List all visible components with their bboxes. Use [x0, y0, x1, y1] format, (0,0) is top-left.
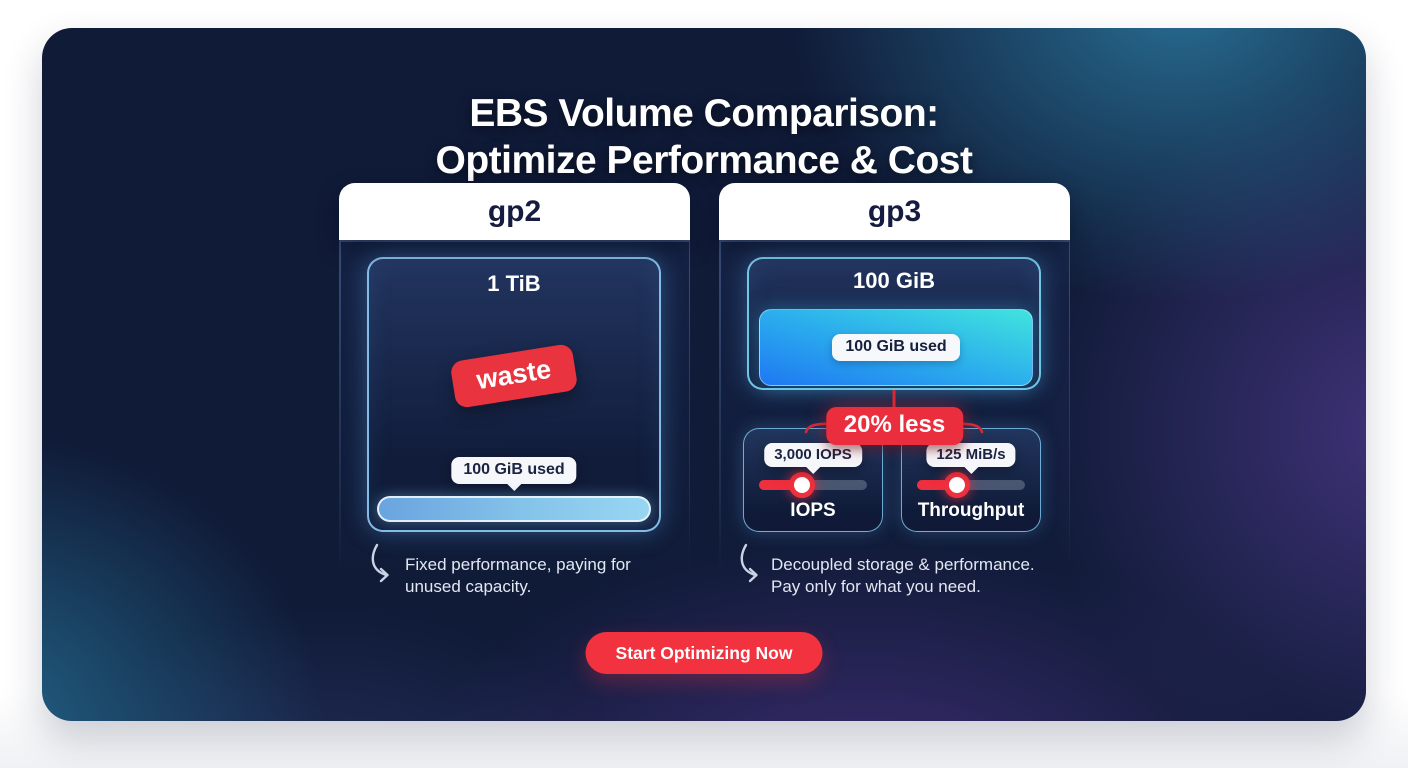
- gp3-capacity-label: 100 GiB: [853, 268, 935, 293]
- page-title: EBS Volume Comparison: Optimize Performa…: [42, 90, 1366, 184]
- gp3-header-label: gp3: [867, 194, 922, 228]
- iops-panel: 3,000 IOPS IOPS: [743, 428, 883, 532]
- gp2-card-body: 1 TiB waste 100 GiB used Fixed performan…: [339, 240, 690, 596]
- waste-badge: waste: [449, 343, 579, 409]
- gp3-card: gp3 100 GiB 100 GiB used 20% less 3,000 …: [719, 183, 1070, 596]
- throughput-slider-fill: [917, 480, 957, 490]
- savings-badge: 20% less: [825, 407, 964, 445]
- gp2-volume-box: 1 TiB waste 100 GiB used: [367, 257, 661, 532]
- gp2-note-line-1: Fixed performance, paying for: [405, 555, 631, 574]
- gp3-note-line-2: Pay only for what you need.: [771, 577, 981, 596]
- gp2-usage-bar: [377, 496, 651, 522]
- page-title-line-2: Optimize Performance & Cost: [435, 139, 973, 182]
- gp3-used-label: 100 GiB used: [832, 334, 960, 361]
- gp2-card: gp2 1 TiB waste 100 GiB used Fixed perfo…: [339, 183, 690, 596]
- iops-value-tooltip: 3,000 IOPS: [764, 443, 862, 467]
- throughput-label: Throughput: [917, 500, 1025, 521]
- throughput-slider-thumb[interactable]: [943, 472, 970, 498]
- start-optimizing-button[interactable]: Start Optimizing Now: [585, 632, 823, 674]
- gp2-capacity-label: 1 TiB: [487, 271, 541, 296]
- page-title-line-1: EBS Volume Comparison:: [469, 92, 939, 135]
- gp2-note: Fixed performance, paying for unused cap…: [405, 554, 675, 598]
- gp2-note-line-2: unused capacity.: [405, 577, 532, 596]
- throughput-value-tooltip: 125 MiB/s: [926, 443, 1016, 467]
- curved-arrow-icon: [740, 543, 758, 583]
- iops-slider-track[interactable]: [759, 472, 867, 498]
- gp3-header: gp3: [719, 183, 1070, 240]
- iops-label: IOPS: [790, 500, 836, 521]
- gp3-volume-box: 100 GiB 100 GiB used: [747, 257, 1041, 390]
- gp2-header-label: gp2: [487, 194, 542, 228]
- iops-slider-fill: [759, 480, 803, 490]
- curved-arrow-icon: [371, 543, 389, 583]
- gp3-card-body: 100 GiB 100 GiB used 20% less 3,000 IOPS: [719, 240, 1070, 596]
- iops-slider-thumb[interactable]: [789, 472, 816, 498]
- gp2-used-tooltip: 100 GiB used: [451, 457, 577, 484]
- gp2-header: gp2: [339, 183, 690, 240]
- gp3-used-fill: 100 GiB used: [759, 309, 1033, 386]
- throughput-slider-track[interactable]: [917, 472, 1025, 498]
- main-card: EBS Volume Comparison: Optimize Performa…: [42, 28, 1366, 721]
- gp3-note-line-1: Decoupled storage & performance.: [771, 555, 1035, 574]
- gp3-note: Decoupled storage & performance. Pay onl…: [771, 554, 1063, 598]
